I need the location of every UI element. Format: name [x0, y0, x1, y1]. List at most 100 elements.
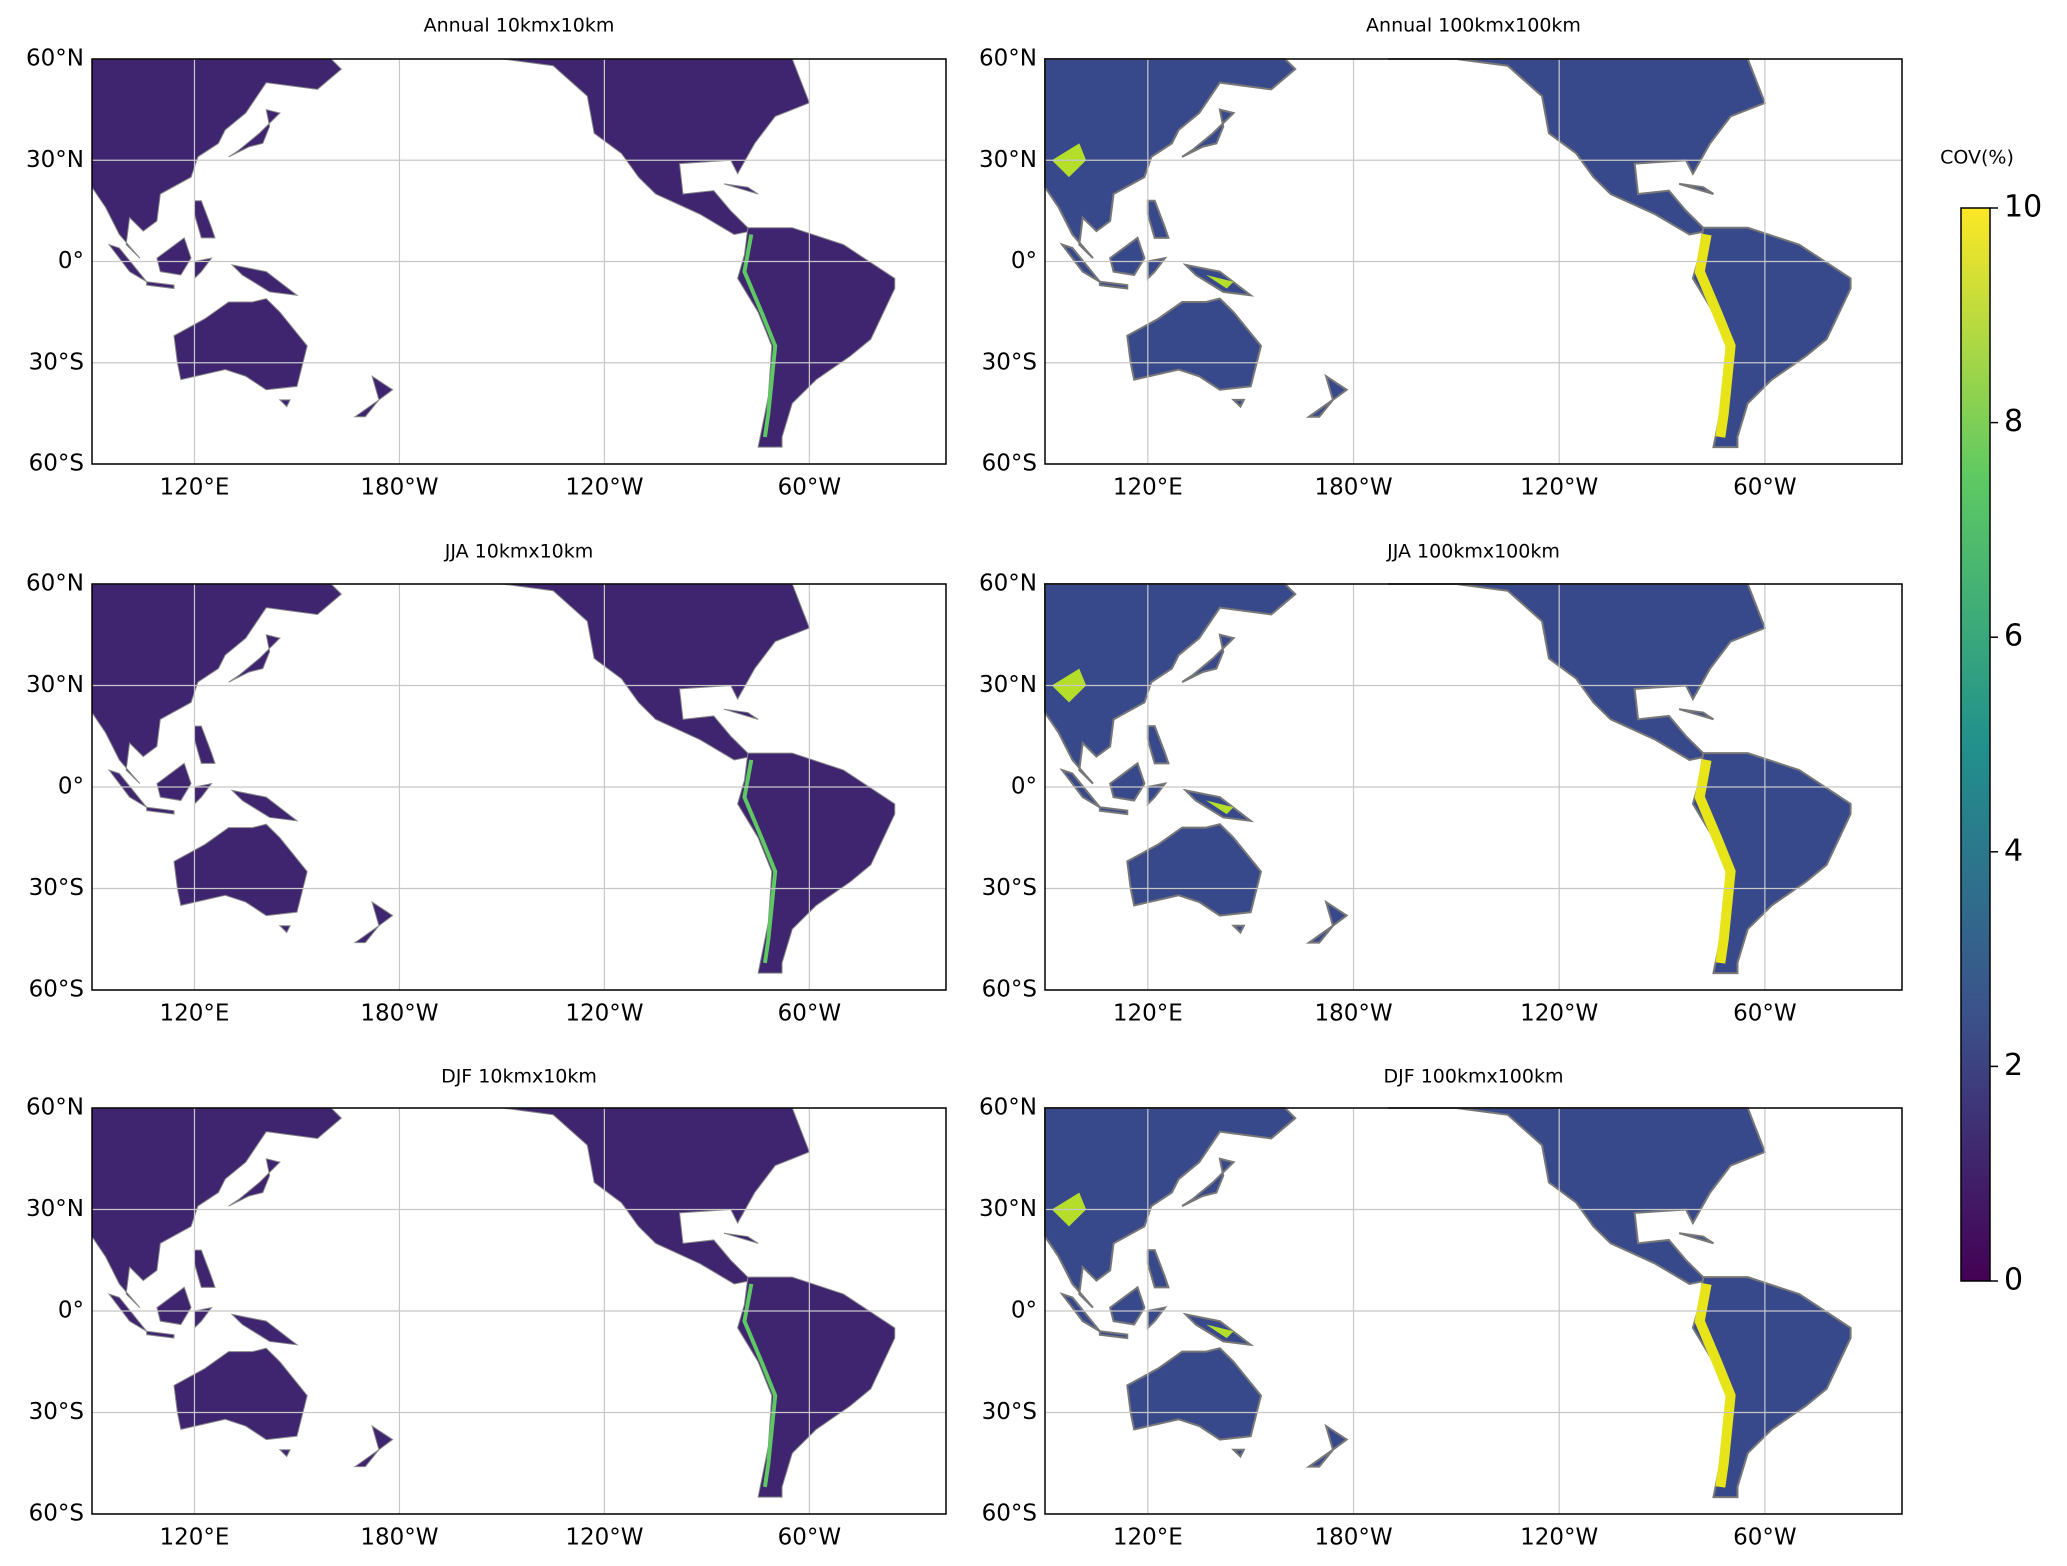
land [433, 58, 811, 236]
lat-tick-label: 60°S [982, 451, 1037, 477]
lon-tick-label: 120°E [1113, 1001, 1183, 1027]
lat-tick-label: 60°S [29, 1501, 84, 1527]
land [1678, 1232, 1715, 1245]
lat-tick-label: 0° [58, 774, 84, 800]
lon-tick-label: 120°E [1113, 475, 1183, 501]
lon-tick-label: 120°E [160, 1001, 230, 1027]
land [173, 1347, 308, 1441]
land [173, 298, 308, 391]
lon-tick-label: 60°W [778, 1525, 842, 1551]
highland [742, 234, 778, 438]
lat-tick-label: 60°N [979, 46, 1037, 72]
highland [1206, 275, 1234, 289]
lat-tick-label: 0° [58, 248, 84, 274]
panel-title: Annual 100kmx100km [1366, 15, 1581, 37]
land [156, 762, 192, 802]
land [156, 237, 192, 276]
lat-tick-label: 60°N [26, 46, 84, 72]
land [1691, 1276, 1852, 1499]
map-panel: JJA 100kmx100km 60°N 30°N 0° 30°S 60°S 120°E 18… [979, 541, 1903, 1027]
lon-tick-label: 180°W [360, 475, 438, 501]
lon-tick-label: 120°W [1520, 475, 1598, 501]
panel-title: JJA 10kmx10km [444, 541, 594, 563]
land [228, 634, 281, 683]
lon-tick-label: 180°W [1314, 475, 1392, 501]
highland [1694, 1283, 1736, 1488]
map-panel: Annual 10kmx10km 60°N 30°N 0° 30°S 60°S 120°E 1… [26, 15, 947, 501]
lon-tick-label: 120°W [565, 1001, 643, 1027]
lon-tick-label: 120°E [1113, 1525, 1183, 1551]
lon-tick-label: 120°W [1520, 1001, 1598, 1027]
lat-tick-label: 30°S [982, 875, 1037, 901]
highland [1206, 800, 1234, 815]
land [723, 1232, 759, 1244]
map-frame [91, 583, 947, 991]
map-frame [1044, 1107, 1903, 1515]
lon-tick-label: 180°W [1314, 1001, 1392, 1027]
colorbar-tick-label: 4 [2004, 833, 2023, 868]
land [737, 227, 896, 448]
lon-tick-label: 60°W [778, 475, 842, 501]
land [193, 200, 216, 239]
land [107, 243, 148, 283]
land [1691, 752, 1852, 975]
lat-tick-label: 0° [58, 1298, 84, 1324]
lon-tick-label: 120°E [160, 475, 230, 501]
lat-tick-label: 0° [1011, 774, 1037, 800]
land [1126, 823, 1263, 917]
land [1387, 1107, 1767, 1285]
panel-title: DJF 100kmx100km [1384, 1066, 1564, 1088]
land [1108, 236, 1146, 277]
land [1098, 280, 1129, 290]
land [230, 789, 299, 822]
lat-tick-label: 30°N [979, 672, 1037, 698]
lon-tick-label: 120°W [565, 1525, 643, 1551]
land [723, 708, 759, 720]
lat-tick-label: 30°S [29, 349, 84, 375]
land [1305, 899, 1349, 944]
colorbar-tick-label: 8 [2004, 404, 2023, 439]
land [353, 1424, 394, 1468]
land [737, 1276, 896, 1498]
lat-tick-label: 30°S [982, 349, 1037, 375]
land [1387, 58, 1767, 236]
colorbar [1960, 207, 1991, 1282]
lon-tick-label: 180°W [1314, 1525, 1392, 1551]
land [1305, 373, 1349, 418]
land [1044, 58, 1297, 259]
panel-title: Annual 10kmx10km [424, 15, 615, 37]
colorbar-label: COV(%) [1940, 147, 2014, 169]
lon-tick-label: 120°W [1520, 1525, 1598, 1551]
land [1108, 1285, 1146, 1326]
land [1098, 806, 1129, 816]
lon-tick-label: 60°W [1733, 475, 1797, 501]
lat-tick-label: 60°N [26, 1095, 84, 1121]
land [278, 925, 291, 934]
lat-tick-label: 30°S [29, 875, 84, 901]
land [1146, 725, 1170, 765]
lat-tick-label: 30°S [982, 1399, 1037, 1425]
land [723, 183, 759, 195]
land [1231, 1448, 1246, 1459]
lat-tick-label: 60°N [979, 1095, 1037, 1121]
lon-tick-label: 180°W [360, 1525, 438, 1551]
lat-tick-label: 0° [1011, 248, 1037, 274]
map-frame [1044, 58, 1903, 465]
lat-tick-label: 60°N [979, 571, 1037, 597]
land [107, 769, 148, 808]
land [1181, 633, 1236, 684]
land [353, 375, 394, 418]
map-panel: Annual 100kmx100km 60°N 30°N 0° 30°S 60°S 120°… [979, 15, 1903, 501]
lat-tick-label: 30°N [26, 1196, 84, 1222]
land [1181, 1157, 1236, 1208]
colorbar-tick-label: 0 [2004, 1263, 2023, 1298]
panel-title: JJA 100kmx100km [1386, 541, 1560, 563]
lon-tick-label: 120°W [565, 475, 643, 501]
colorbar-tick-label: 2 [2004, 1048, 2023, 1083]
land [107, 1293, 148, 1332]
land [230, 264, 299, 296]
land [1126, 297, 1263, 391]
panel-title: DJF 10kmx10km [441, 1066, 597, 1088]
land [1044, 583, 1297, 785]
land [91, 1107, 343, 1308]
